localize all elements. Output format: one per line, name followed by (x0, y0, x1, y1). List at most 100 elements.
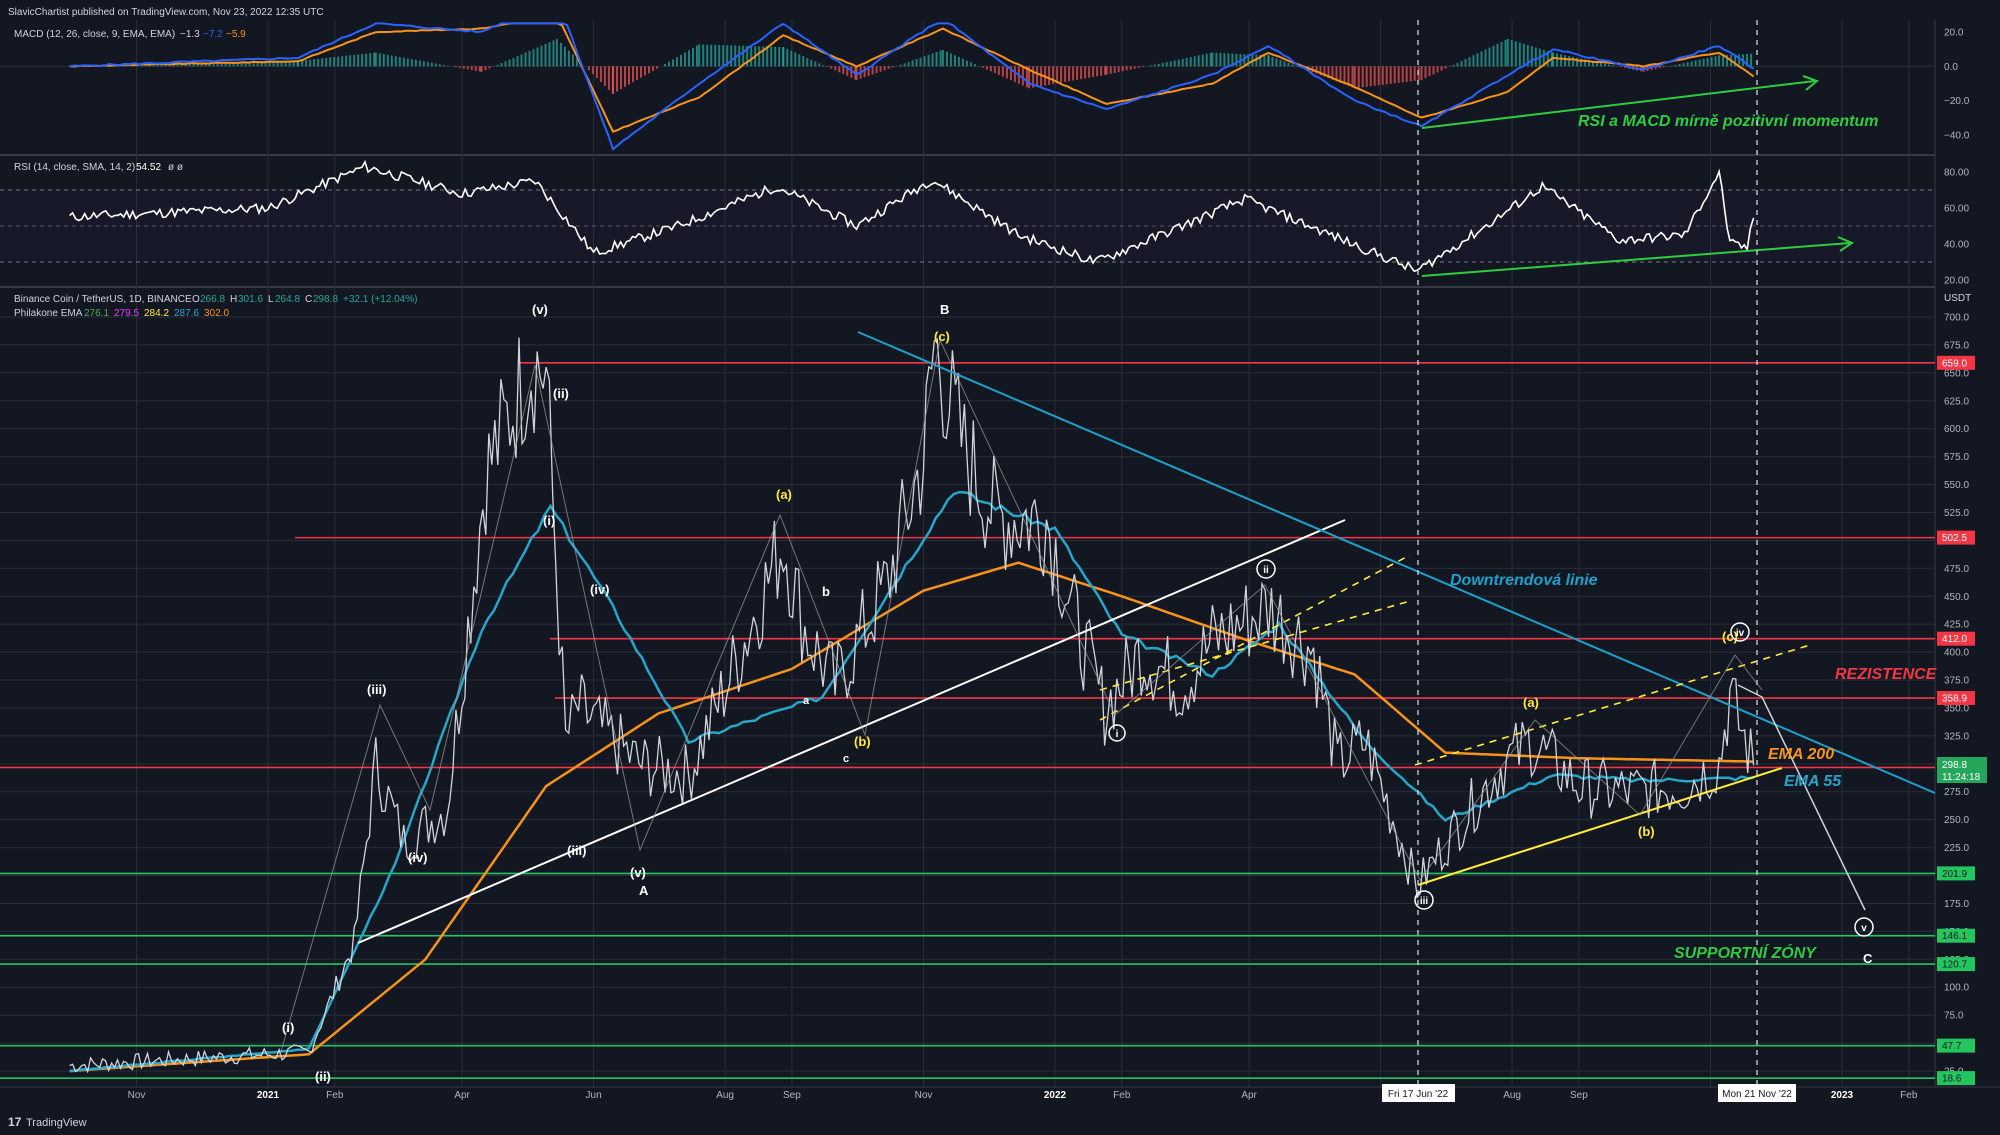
wave-label: (a) (776, 487, 792, 502)
price-line (69, 337, 1755, 1074)
macd-arrow-head (1802, 75, 1820, 91)
time-tick: Sep (783, 1090, 801, 1101)
channel-lower-1 (1099, 600, 1411, 691)
time-tick: Nov (915, 1090, 933, 1101)
svg-text:412.0: 412.0 (1942, 634, 1967, 645)
date-badge: Mon 21 Nov '22 (1718, 1084, 1796, 1102)
svg-text:502.5: 502.5 (1942, 533, 1967, 544)
downtrend-line (857, 331, 1936, 794)
wave-label: (v) (630, 865, 646, 880)
price-tick: 250.0 (1944, 815, 1969, 826)
rsi-legend: RSI (14, close, SMA, 14, 2) (14, 162, 135, 173)
symbol-legend: Binance Coin / TetherUS, 1D, BINANCE (14, 294, 192, 305)
svg-text:287.6: 287.6 (174, 308, 199, 319)
macd-value-1: −1.3 (180, 29, 200, 40)
wave-labels-white: (i) (ii) (iii) (iv) (v) (ii) (i) (iv) (i… (282, 302, 1873, 1084)
wave-count-path (279, 338, 1763, 1056)
time-tick: Feb (1900, 1090, 1918, 1101)
price-tick: 600.0 (1944, 424, 1969, 435)
svg-text:+32.1 (+12.04%): +32.1 (+12.04%) (343, 294, 418, 305)
svg-text:659.0: 659.0 (1942, 358, 1967, 369)
tradingview-logo: 17 TradingView (8, 1115, 87, 1129)
macd-signal-line (69, 22, 1755, 133)
wave-label: (c) (934, 329, 950, 344)
wave-label: (i) (543, 513, 555, 528)
svg-text:279.5: 279.5 (114, 308, 139, 319)
rsi-tick: 40.00 (1944, 240, 1969, 251)
time-tick: 2021 (257, 1090, 280, 1101)
macd-line (69, 22, 1755, 151)
ema-200-label: EMA 200 (1768, 746, 1834, 763)
svg-text:O: O (192, 294, 200, 305)
channel-lower-2 (1417, 767, 1783, 886)
wave-label: (b) (1638, 824, 1655, 839)
svg-text:18.6: 18.6 (1942, 1074, 1962, 1085)
svg-text:i: i (1116, 729, 1119, 740)
price-tick: 425.0 (1944, 620, 1969, 631)
date-badge: Fri 17 Jun '22 (1382, 1084, 1455, 1102)
rsi-extra: ø ø (168, 162, 183, 173)
wave-label: (a) (1523, 695, 1539, 710)
svg-text:120.7: 120.7 (1942, 960, 1967, 971)
svg-text:11:24:18: 11:24:18 (1942, 772, 1981, 783)
ohlc-legend: O 266.8 H 301.6 L 264.8 C 298.8 +32.1 (+… (192, 294, 418, 305)
macd-tick: −20.0 (1944, 96, 1970, 107)
time-tick: Apr (1241, 1090, 1257, 1101)
time-tick: Feb (1113, 1090, 1131, 1101)
projection-path (1737, 684, 1866, 911)
wave-label-circled: ii (1256, 559, 1276, 579)
svg-text:Mon 21 Nov '22: Mon 21 Nov '22 (1722, 1089, 1792, 1100)
level-badge-green: 201.9 (1937, 866, 1975, 881)
macd-tick: −40.0 (1944, 131, 1970, 142)
svg-text:TradingView: TradingView (26, 1117, 87, 1129)
ema-200-line (69, 561, 1754, 1073)
price-tick: 575.0 (1944, 452, 1969, 463)
wave-label: b (822, 584, 830, 599)
rsi-tick: 80.00 (1944, 168, 1969, 179)
wave-label: (c) (1722, 629, 1738, 644)
chart-grid (0, 20, 1935, 1087)
time-tick: Jun (586, 1090, 602, 1101)
price-tick: 275.0 (1944, 787, 1969, 798)
momentum-annotation: RSI a MACD mírně pozitivní momentum (1578, 113, 1878, 130)
macd-axis-ticks: 20.0 0.0 −20.0 −40.0 (1944, 28, 1970, 142)
wave-label: (ii) (315, 1069, 331, 1084)
time-tick: 2023 (1831, 1090, 1854, 1101)
wave-label: c (843, 753, 849, 765)
price-tick: 100.0 (1944, 983, 1969, 994)
wave-label-circled: v (1854, 917, 1874, 937)
wave-label: (ii) (553, 386, 569, 401)
wave-labels-yellow: (a) (b) (c) (a) (b) (c) (776, 329, 1738, 839)
ema-55-label: EMA 55 (1784, 773, 1842, 790)
downtrend-label: Downtrendová linie (1450, 572, 1598, 589)
rsi-axis-ticks: 80.00 60.00 40.00 20.00 (1944, 168, 1969, 287)
svg-text:298.8: 298.8 (1942, 760, 1967, 771)
rsi-value: 54.52 (136, 162, 161, 173)
wave-label: (v) (532, 302, 548, 317)
rsi-panel: RSI (14, close, SMA, 14, 2) 54.52 ø ø 80… (0, 159, 1969, 287)
svg-text:264.8: 264.8 (275, 294, 300, 305)
uptrend-line (357, 519, 1346, 944)
level-badge-green: 47.7 (1937, 1038, 1975, 1053)
wave-label-circled: iii (1414, 890, 1434, 910)
svg-text:302.0: 302.0 (204, 308, 229, 319)
svg-text:301.6: 301.6 (238, 294, 263, 305)
wave-label: A (639, 883, 649, 898)
svg-text:iv: iv (1736, 628, 1745, 639)
macd-value-3: −5.9 (226, 29, 246, 40)
svg-text:358.9: 358.9 (1942, 694, 1967, 705)
level-badge-red: 358.9 (1937, 691, 1975, 705)
svg-text:L: L (268, 294, 274, 305)
svg-text:17: 17 (8, 1115, 22, 1129)
time-tick: Nov (128, 1090, 146, 1101)
wave-label: a (803, 695, 810, 707)
rsi-tick: 20.00 (1944, 276, 1969, 287)
svg-text:284.2: 284.2 (144, 308, 169, 319)
panel-separators (0, 20, 2000, 1088)
time-tick: 2022 (1044, 1090, 1067, 1101)
resistance-label: REZISTENCE (1835, 666, 1938, 683)
wave-label: (iii) (567, 843, 587, 858)
level-badge-green: 146.1 (1937, 928, 1975, 943)
macd-panel: MACD (12, 26, close, 9, EMA, EMA) −1.3 −… (14, 22, 1970, 151)
price-tick: 550.0 (1944, 480, 1969, 491)
